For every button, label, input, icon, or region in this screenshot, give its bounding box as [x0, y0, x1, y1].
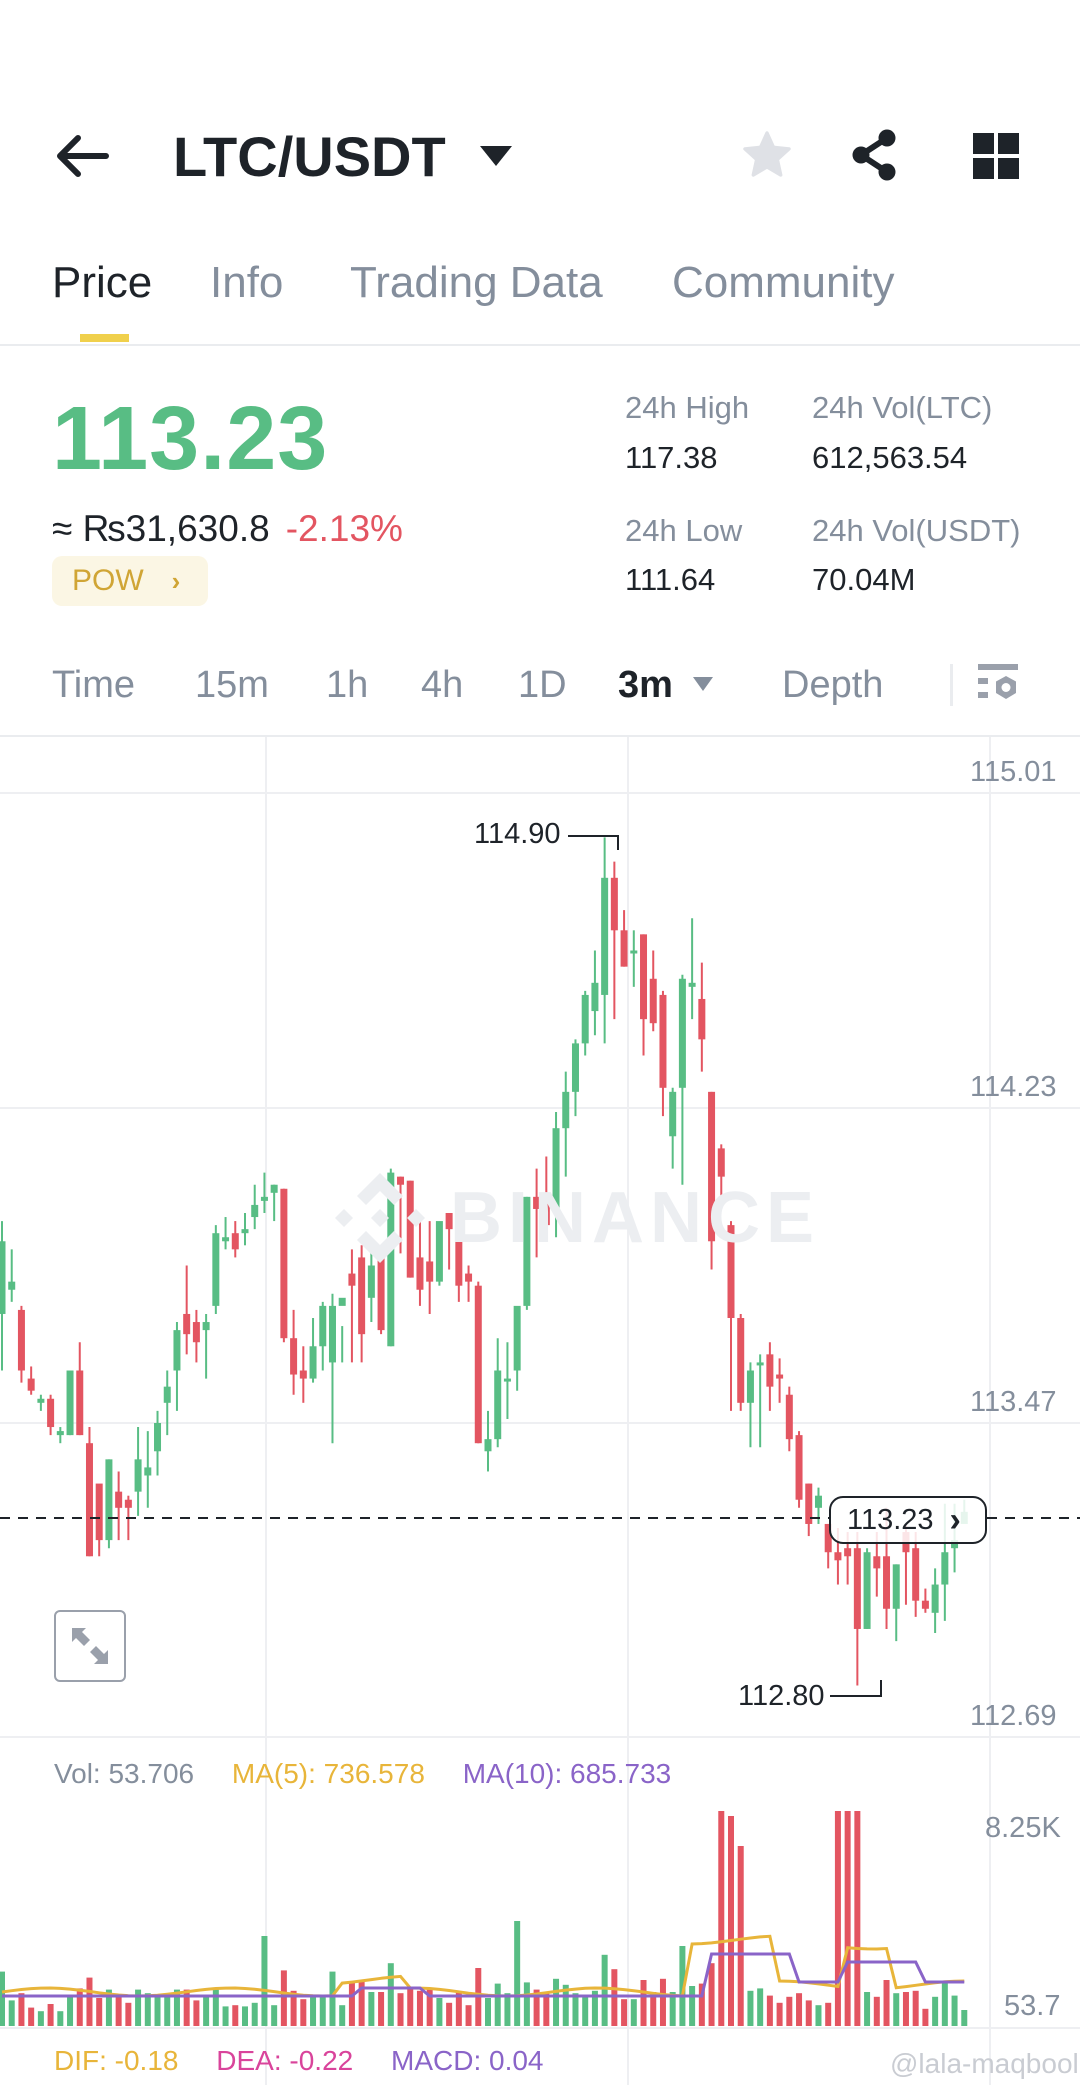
tab-price[interactable]: Price: [52, 258, 153, 307]
stat-24h-low-value: 111.64: [625, 562, 716, 597]
stat-24h-high-label: 24h High: [625, 390, 750, 425]
fiat-price-row: ≈ ₨31,630.8 -2.13%: [52, 508, 403, 550]
pow-tag-button[interactable]: POW ›: [52, 556, 208, 606]
stat-24h-low-label: 24h Low: [625, 513, 743, 548]
stat-24h-vol-usdt-value: 70.04M: [812, 562, 916, 597]
volume-ma10: MA(10): 685.733: [462, 1758, 672, 1789]
fiat-value: ≈ ₨31,630.8: [52, 508, 270, 549]
timeframe-1h[interactable]: 1h: [326, 664, 369, 706]
stat-24h-high-value: 117.38: [625, 440, 718, 475]
stat-24h-vol-usdt-label: 24h Vol(USDT): [812, 513, 1021, 548]
tab-info[interactable]: Info: [210, 258, 284, 307]
stat-24h-vol-ltc-value: 612,563.54: [812, 440, 968, 475]
tabs-divider: [0, 344, 1080, 346]
volume-axis-bottom: 53.7: [1004, 1990, 1061, 2022]
last-price: 113.23: [52, 389, 329, 489]
volume-axis-top: 8.25K: [985, 1812, 1061, 1844]
high-price-marker: 114.90: [474, 818, 561, 850]
binance-logo-icon: [335, 1173, 425, 1263]
chart-settings-button[interactable]: [976, 662, 1020, 708]
user-watermark: @lala-maqbool: [890, 2048, 1079, 2079]
price-axis-label: 113.47: [970, 1386, 1057, 1418]
stat-24h-vol-ltc-label: 24h Vol(LTC): [812, 390, 993, 425]
expand-arrows-icon: [72, 1628, 108, 1664]
current-price-tag[interactable]: 113.23 ›: [829, 1496, 987, 1544]
price-change-percent: -2.13%: [285, 508, 403, 549]
share-icon: [852, 129, 896, 181]
watermark-text: BINANCE: [450, 1178, 821, 1258]
back-button[interactable]: [52, 128, 114, 184]
macd-value: MACD: 0.04: [391, 2045, 544, 2076]
fullscreen-button[interactable]: [54, 1610, 126, 1682]
macd-indicator-row: DIF: -0.18 DEA: -0.22 MACD: 0.04: [54, 2045, 544, 2077]
price-axis-label: 114.23: [970, 1071, 1057, 1103]
timeframe-depth[interactable]: Depth: [782, 664, 884, 706]
chart-settings-icon: [978, 664, 1018, 699]
timeframe-3m[interactable]: 3m: [618, 664, 673, 706]
low-price-marker: 112.80: [738, 1680, 825, 1712]
tab-trading-data[interactable]: Trading Data: [350, 258, 603, 307]
current-price-value: 113.23: [847, 1503, 934, 1536]
volume-ma5: MA(5): 736.578: [231, 1758, 425, 1789]
caret-down-icon: [480, 146, 512, 166]
favorite-star-icon: [743, 131, 791, 177]
timeframe-divider: [950, 664, 953, 706]
timeframe-1d[interactable]: 1D: [518, 664, 567, 706]
active-tab-indicator: [80, 334, 129, 342]
timeframe-4h[interactable]: 4h: [421, 664, 464, 706]
timeframe-time[interactable]: Time: [52, 664, 136, 706]
tab-community[interactable]: Community: [672, 258, 895, 307]
price-axis-label: 112.69: [970, 1700, 1057, 1732]
grid-menu-button[interactable]: [972, 132, 1020, 180]
volume-value: Vol: 53.706: [54, 1758, 195, 1789]
pair-dropdown-button[interactable]: [478, 142, 514, 170]
pow-tag-label: POW: [72, 564, 144, 597]
timeframe-more-button[interactable]: [692, 676, 714, 692]
macd-dea: DEA: -0.22: [216, 2045, 354, 2076]
timeframe-15m[interactable]: 15m: [195, 664, 269, 706]
binance-watermark: BINANCE: [330, 1168, 820, 1268]
grid-menu-icon: [973, 133, 1019, 179]
macd-dif: DIF: -0.18: [54, 2045, 179, 2076]
chevron-right-icon: ›: [949, 1501, 961, 1539]
chevron-right-icon: ›: [171, 565, 181, 596]
volume-indicator-row: Vol: 53.706 MA(5): 736.578 MA(10): 685.7…: [54, 1758, 671, 1790]
pair-title[interactable]: LTC/USDT: [173, 125, 446, 188]
caret-down-icon: [693, 677, 713, 691]
share-button[interactable]: [848, 128, 902, 182]
timeframe-divider-line: [0, 735, 1080, 737]
price-axis-label: 115.01: [970, 756, 1057, 788]
arrow-left-icon: [57, 135, 109, 177]
favorite-button[interactable]: [740, 128, 794, 182]
